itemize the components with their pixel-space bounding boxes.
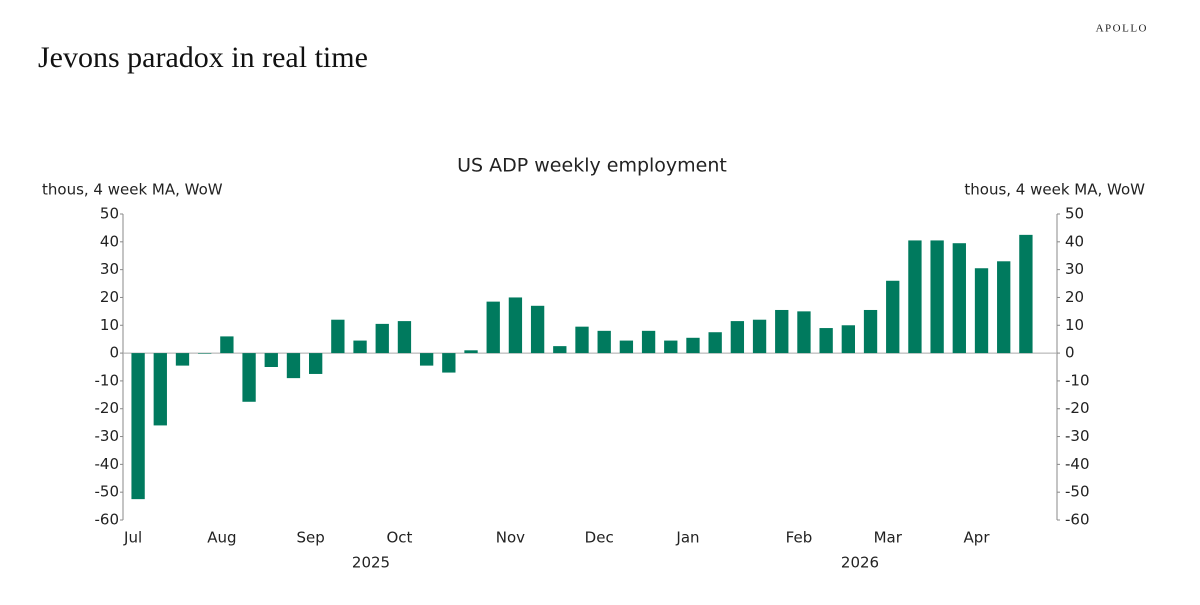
brand: APOLLO xyxy=(1096,23,1148,35)
bar xyxy=(597,330,611,354)
y-tick-label: -10 xyxy=(95,371,120,389)
y2-tick-label: -30 xyxy=(1065,427,1090,445)
x-tick-label: Oct xyxy=(386,529,412,547)
y2-tick-label: -50 xyxy=(1065,483,1090,501)
bar xyxy=(442,353,456,373)
bar xyxy=(331,319,345,354)
bar xyxy=(1019,234,1033,354)
y2-tick-label: -10 xyxy=(1065,371,1090,389)
y-tick-label: -60 xyxy=(95,511,120,529)
bar xyxy=(397,321,412,354)
y-axis-label: thous, 4 week MA, WoW xyxy=(42,181,223,199)
bar xyxy=(708,332,722,354)
year-label: 2026 xyxy=(841,554,879,572)
bar xyxy=(819,328,833,354)
bar xyxy=(908,240,922,354)
bar xyxy=(131,353,145,500)
bar xyxy=(974,268,989,354)
bar xyxy=(464,350,478,354)
bar xyxy=(886,280,900,354)
y2-tick-label: 40 xyxy=(1065,232,1084,250)
bar xyxy=(686,337,700,354)
bar xyxy=(930,240,944,354)
bar xyxy=(375,323,389,354)
y2-tick-label: -60 xyxy=(1065,511,1090,529)
bar xyxy=(730,321,745,354)
heading: Jevons paradox in real time xyxy=(38,41,368,74)
bar xyxy=(198,353,212,354)
bar xyxy=(486,301,500,354)
bar xyxy=(641,330,656,354)
bar xyxy=(575,326,589,354)
y-tick-label: 30 xyxy=(100,260,119,278)
y-tick-label: 40 xyxy=(100,232,119,250)
x-tick-label: Nov xyxy=(496,529,525,547)
bar xyxy=(286,353,301,379)
y2-tick-label: -20 xyxy=(1065,399,1090,417)
x-tick-label: Aug xyxy=(207,529,236,547)
year-label: 2025 xyxy=(352,554,390,572)
y2-tick-label: 50 xyxy=(1065,205,1084,223)
y2-tick-label: 0 xyxy=(1065,344,1075,362)
x-tick-label: Sep xyxy=(297,529,325,547)
y-tick-label: -20 xyxy=(95,399,120,417)
bar xyxy=(530,305,545,354)
y-tick-label: -50 xyxy=(95,483,120,501)
bar xyxy=(220,336,234,354)
x-tick-label: Jul xyxy=(123,529,142,547)
y2-tick-label: -40 xyxy=(1065,455,1090,473)
bar xyxy=(264,353,278,367)
y2-axis-label: thous, 4 week MA, WoW xyxy=(964,181,1145,199)
y2-tick-label: 10 xyxy=(1065,316,1084,334)
chart-title: US ADP weekly employment xyxy=(457,155,727,177)
y-tick-label: 50 xyxy=(100,205,119,223)
x-tick-label: Jan xyxy=(675,529,699,547)
bar xyxy=(242,353,256,402)
bar xyxy=(309,353,323,374)
bar xyxy=(353,340,367,354)
y-tick-label: 20 xyxy=(100,288,119,306)
y2-tick-label: 30 xyxy=(1065,260,1084,278)
bar xyxy=(752,319,767,354)
x-tick-label: Dec xyxy=(585,529,614,547)
bar xyxy=(508,297,523,354)
bar xyxy=(841,325,855,354)
bar xyxy=(153,353,167,426)
y-tick-label: 0 xyxy=(109,344,119,362)
bar xyxy=(863,309,878,354)
x-tick-label: Apr xyxy=(964,529,991,547)
bar xyxy=(775,309,789,354)
bar xyxy=(664,340,678,354)
y-tick-label: 10 xyxy=(100,316,119,334)
y-tick-label: -30 xyxy=(95,427,120,445)
bar xyxy=(952,243,966,354)
bar xyxy=(553,346,567,354)
y2-tick-label: 20 xyxy=(1065,288,1084,306)
bar xyxy=(619,340,634,354)
x-tick-label: Mar xyxy=(874,529,903,547)
y-tick-label: -40 xyxy=(95,455,120,473)
bar xyxy=(797,311,811,354)
bar xyxy=(419,353,434,366)
x-tick-label: Feb xyxy=(786,529,813,547)
bar xyxy=(175,353,190,366)
bar xyxy=(997,261,1011,354)
